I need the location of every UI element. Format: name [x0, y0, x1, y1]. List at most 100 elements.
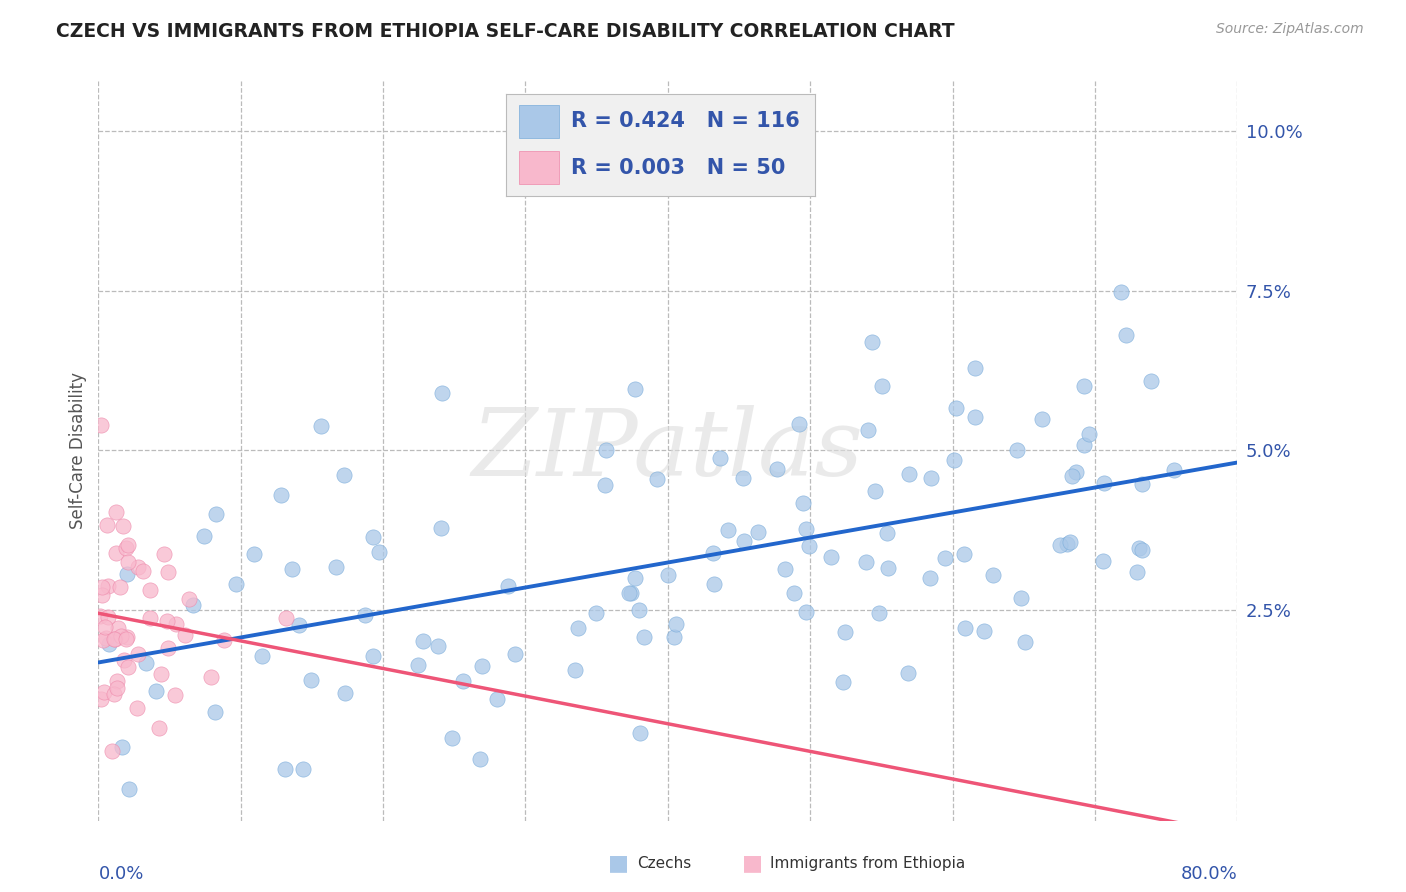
Point: [920, 471, 942, 485]
Point: [107, 621, 129, 635]
Point: [1077, 426, 1099, 441]
Point: [145, 683, 167, 698]
Point: [104, 546, 127, 560]
Point: [657, 568, 679, 582]
Point: [451, 674, 474, 689]
Point: [897, 666, 920, 681]
Point: [156, 615, 179, 629]
Point: [981, 568, 1004, 582]
Point: [97, 637, 120, 651]
Point: [1140, 374, 1163, 388]
Text: ■: ■: [609, 854, 628, 873]
Point: [412, 634, 434, 648]
Point: [309, 418, 332, 433]
Point: [468, 752, 491, 766]
Text: Czechs: Czechs: [637, 856, 692, 871]
Point: [110, 629, 132, 643]
Point: [91, 633, 114, 648]
Point: [920, 570, 942, 584]
Point: [628, 725, 651, 739]
Point: [620, 585, 643, 599]
Point: [953, 547, 976, 561]
Point: [702, 546, 724, 560]
Point: [1130, 542, 1153, 557]
Point: [104, 505, 127, 519]
Point: [485, 691, 508, 706]
Point: [114, 541, 136, 555]
Point: [332, 467, 354, 482]
Point: [973, 624, 995, 638]
Point: [624, 570, 647, 584]
Point: [1010, 591, 1032, 605]
Point: [112, 653, 135, 667]
Point: [117, 660, 139, 674]
Point: [127, 559, 149, 574]
Point: [766, 462, 789, 476]
Point: [270, 488, 292, 502]
FancyBboxPatch shape: [519, 105, 558, 137]
Point: [783, 586, 806, 600]
Point: [131, 564, 153, 578]
Point: [662, 631, 685, 645]
Point: [1031, 411, 1053, 425]
Text: ZIPatlas: ZIPatlas: [472, 406, 863, 495]
Point: [717, 523, 740, 537]
Point: [193, 529, 215, 543]
Point: [111, 518, 134, 533]
Text: Immigrants from Ethiopia: Immigrants from Ethiopia: [770, 856, 966, 871]
Point: [834, 624, 856, 639]
Point: [361, 649, 384, 664]
Point: [291, 762, 314, 776]
Point: [426, 639, 449, 653]
Point: [89, 609, 111, 624]
Point: [1091, 554, 1114, 568]
Point: [117, 538, 139, 552]
Point: [353, 608, 375, 623]
Point: [287, 618, 309, 632]
Text: Source: ZipAtlas.com: Source: ZipAtlas.com: [1216, 22, 1364, 37]
Point: [152, 548, 174, 562]
Point: [792, 496, 814, 510]
Point: [747, 524, 769, 539]
Point: [943, 452, 966, 467]
Point: [273, 762, 295, 776]
Point: [1128, 541, 1150, 555]
Point: [299, 673, 322, 688]
Point: [733, 471, 755, 485]
Point: [703, 576, 725, 591]
Text: 0.0%: 0.0%: [98, 865, 143, 883]
Point: [1005, 442, 1028, 457]
Point: [212, 633, 235, 648]
Point: [868, 606, 890, 620]
Point: [108, 580, 131, 594]
Point: [503, 647, 526, 661]
Point: [115, 566, 138, 581]
Point: [733, 534, 755, 549]
Point: [645, 472, 668, 486]
Point: [90, 692, 112, 706]
Point: [831, 675, 853, 690]
Point: [173, 628, 195, 642]
Point: [953, 621, 976, 635]
Point: [1130, 477, 1153, 491]
Point: [1066, 465, 1088, 479]
Point: [1115, 328, 1137, 343]
Point: [200, 670, 222, 684]
Point: [1092, 476, 1115, 491]
Point: [325, 559, 347, 574]
Text: R = 0.424   N = 116: R = 0.424 N = 116: [571, 112, 800, 131]
Point: [204, 705, 226, 719]
Point: [165, 617, 187, 632]
Point: [471, 659, 494, 673]
Point: [127, 647, 149, 661]
Point: [1073, 437, 1095, 451]
Point: [564, 663, 586, 677]
Point: [181, 598, 204, 612]
Point: [440, 731, 463, 745]
Point: [368, 544, 391, 558]
Point: [406, 657, 429, 672]
Point: [281, 562, 304, 576]
Point: [934, 550, 956, 565]
Text: CZECH VS IMMIGRANTS FROM ETHIOPIA SELF-CARE DISABILITY CORRELATION CHART: CZECH VS IMMIGRANTS FROM ETHIOPIA SELF-C…: [56, 22, 955, 41]
Point: [148, 721, 170, 735]
